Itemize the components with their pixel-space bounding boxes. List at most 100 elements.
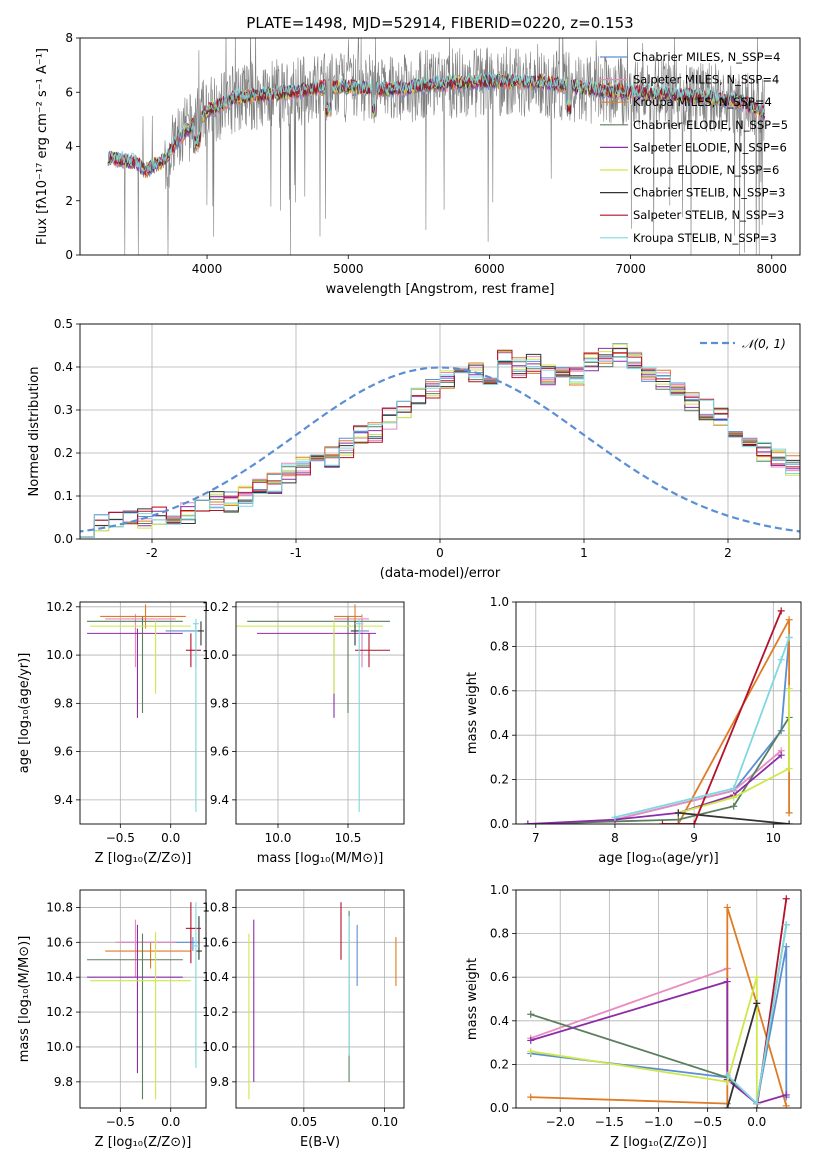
plot-area	[527, 895, 790, 1108]
x-tick-label: 8	[611, 831, 619, 845]
y-axis-label: mass weight	[465, 958, 480, 1040]
y-tick-label: 0.6	[490, 684, 509, 698]
axes-frame	[515, 601, 802, 825]
y-tick-label: 9.8	[210, 696, 229, 710]
x-tick-label: 7000	[615, 262, 646, 276]
legend-entry: Salpeter ELODIE, N_SSP=6	[633, 140, 787, 154]
panel-6: −0.5 0.0 9.8 10.0 10.2 10.4 10.6 10.8 Z [log₁₀(Z…	[17, 889, 207, 1150]
x-tick-label: 0	[436, 546, 444, 560]
histogram-step-5	[80, 347, 800, 538]
y-tick-label: 0.0	[490, 817, 509, 831]
panel-1: 4000 5000 6000 7000 8000 0 2 4 6 8 wavelength [Ang…	[35, 14, 801, 297]
x-tick-label: 0.0	[161, 831, 180, 845]
data-point-3	[105, 942, 191, 969]
histogram-step-3	[80, 352, 800, 538]
weight-marker	[782, 943, 790, 951]
data-point-1	[120, 937, 198, 952]
y-tick-label: 9.6	[210, 745, 229, 759]
weight-marker	[785, 809, 793, 817]
weight-marker	[723, 978, 731, 986]
x-tick-label: 0.0	[747, 1115, 766, 1129]
histogram-step-4	[80, 351, 800, 538]
weight-marker	[777, 607, 785, 615]
y-tick-label: 0.0	[490, 1101, 509, 1115]
legend-entry: Kroupa MILES, N_SSP=4	[633, 95, 772, 109]
histogram-step-6	[80, 343, 800, 538]
data-point-5	[87, 628, 183, 718]
y-axis-label: mass [log₁₀(M/M⊙)]	[17, 936, 32, 1063]
legend-entry: Chabrier STELIB, N_SSP=3	[633, 186, 785, 200]
weight-marker	[674, 816, 682, 824]
chart-title: PLATE=1498, MJD=52914, FIBERID=0220, z=0…	[246, 14, 633, 32]
y-tick-label: 10.0	[202, 1040, 229, 1054]
y-tick-label: 0.2	[490, 773, 509, 787]
x-tick-label: −0.5	[106, 831, 135, 845]
y-tick-label: 0.5	[54, 317, 73, 331]
plot-area	[87, 604, 204, 812]
y-axis-label: Flux [fλ10⁻¹⁷ erg cm⁻² s⁻¹ A⁻¹]	[35, 48, 50, 245]
plot-area	[107, 38, 766, 255]
weight-marker	[730, 793, 738, 801]
y-tick-label: 10.2	[46, 600, 73, 614]
y-tick-label: 10.0	[46, 1040, 73, 1054]
data-point-2	[115, 919, 176, 978]
x-axis-label: E(B-V)	[300, 1135, 340, 1150]
x-tick-label: 4000	[192, 262, 223, 276]
axes-frame	[79, 323, 801, 540]
panel-8: −2.0 −1.5 −1.0 −0.5 0.0 0.0 0.2 0.4 0.6 0.8 1.0 Z […	[465, 883, 802, 1150]
legend: Chabrier MILES, N_SSP=4 Salpeter MILES, N…	[600, 50, 788, 245]
x-tick-label: −1.5	[595, 1115, 624, 1129]
axes-frame	[235, 601, 405, 825]
legend-entry: Salpeter MILES, N_SSP=4	[633, 73, 779, 87]
data-point-7	[197, 621, 204, 646]
y-tick-label: 10.4	[46, 970, 73, 984]
plot-area	[87, 902, 202, 1100]
weight-marker	[785, 765, 793, 772]
x-axis-label: mass [log₁₀(M/M⊙)]	[257, 851, 384, 866]
y-tick-label: 2	[65, 194, 73, 208]
x-tick-label: −2.0	[546, 1115, 575, 1129]
plot-area	[248, 902, 397, 1100]
panel-5: 7 8 9 10 0.0 0.2 0.4 0.6 0.8 1.0 age [log₁₀(age/yr…	[465, 595, 802, 866]
weight-marker	[674, 809, 682, 817]
x-axis-label: wavelength [Angstrom, rest frame]	[326, 282, 555, 297]
y-tick-label: 0.8	[490, 639, 509, 653]
panel-4: 10.0 10.5 9.4 9.6 9.8 10.0 10.2 mass [log₁₀(M/M…	[202, 600, 405, 866]
data-point-5	[87, 924, 183, 1074]
data-point-6	[236, 621, 383, 694]
x-tick-label: 6000	[474, 262, 505, 276]
weight-marker	[785, 616, 793, 624]
weight-marker	[753, 999, 761, 1007]
x-tick-label: −0.5	[106, 1115, 135, 1129]
x-tick-label: 5000	[333, 262, 364, 276]
x-tick-label: 0.0	[161, 1115, 180, 1129]
x-axis-label: Z [log₁₀(Z/Z⊙)]	[95, 851, 192, 866]
data-point-8	[185, 902, 201, 964]
weight-marker	[527, 1010, 535, 1018]
weight-marker	[753, 973, 761, 981]
legend: 𝒩(0, 1)	[700, 337, 786, 351]
weight-marker	[723, 903, 731, 911]
data-point-2	[105, 614, 176, 668]
y-tick-label: 1.0	[490, 883, 509, 897]
legend-entry: Salpeter STELIB, N_SSP=3	[633, 208, 784, 222]
axes-frame	[79, 601, 207, 825]
data-point-4	[87, 933, 183, 1100]
weight-line-7	[678, 812, 790, 824]
weight-marker	[782, 1091, 790, 1099]
weight-marker	[524, 820, 532, 824]
y-tick-label: 9.8	[210, 1075, 229, 1089]
panel-7: 0.05 0.10 9.8 10.0 10.2 10.4 10.6 10.8 E(B-V)	[202, 889, 405, 1150]
weight-marker	[785, 820, 793, 824]
y-tick-label: 0.2	[54, 446, 73, 460]
data-point-4	[87, 616, 183, 713]
y-axis-label: Normed distribution	[27, 367, 42, 497]
y-tick-label: 10.8	[46, 900, 73, 914]
weight-marker	[782, 1102, 790, 1108]
weight-line-7	[726, 1003, 758, 1108]
legend-entry: Kroupa STELIB, N_SSP=3	[633, 231, 777, 245]
y-tick-label: 9.8	[54, 1075, 73, 1089]
data-point-8	[185, 633, 201, 668]
y-tick-label: 4	[65, 140, 73, 154]
y-tick-label: 0.4	[490, 728, 509, 742]
